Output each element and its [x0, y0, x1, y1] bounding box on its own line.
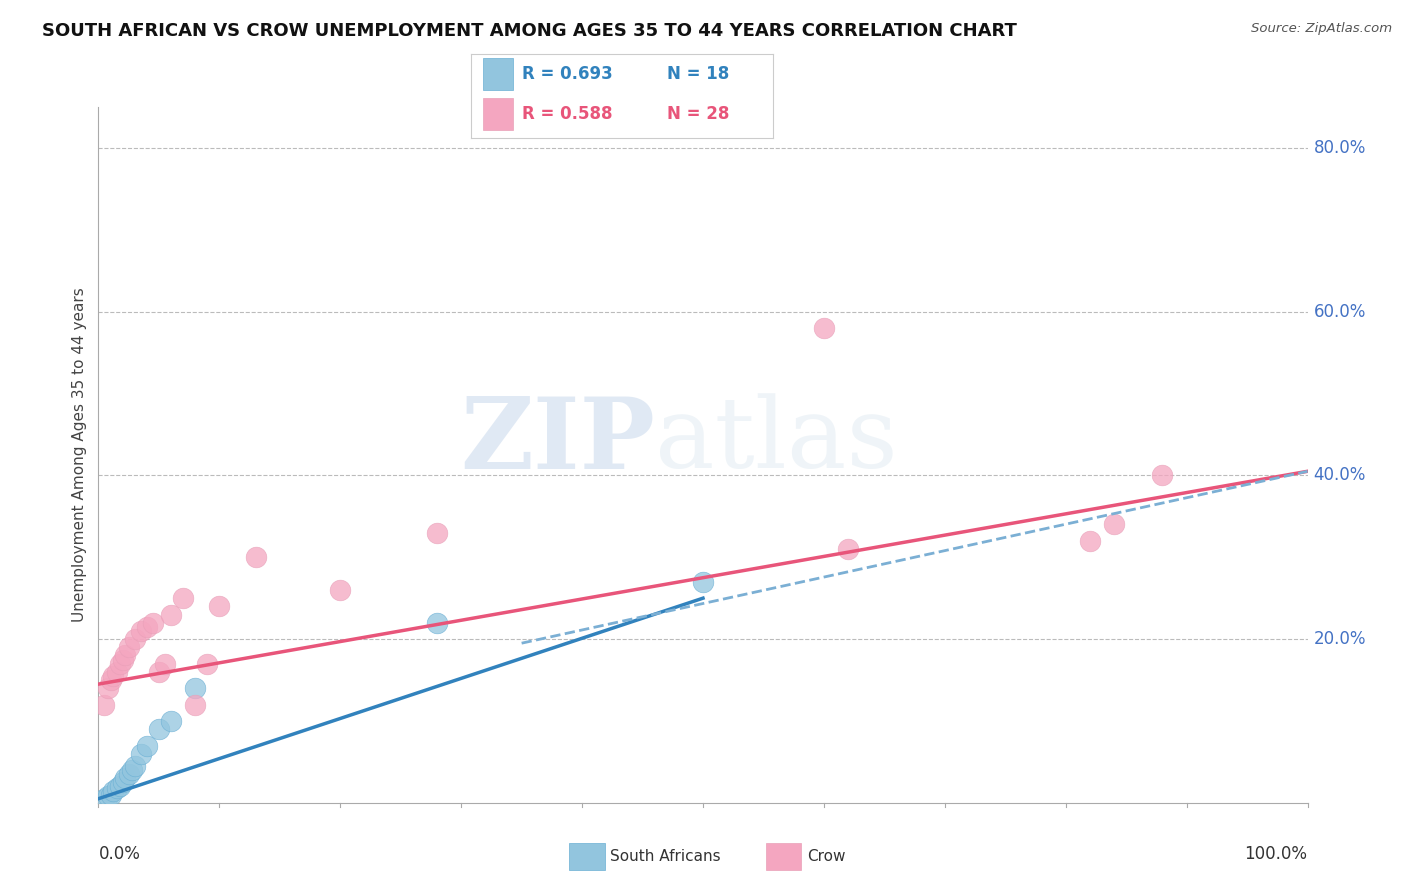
Point: [111, 652, 134, 666]
Text: Crow: Crow: [807, 849, 845, 863]
Point: [118, 640, 141, 655]
Text: 60.0%: 60.0%: [1313, 302, 1367, 321]
Point: [184, 698, 207, 712]
Point: [813, 321, 835, 335]
Text: 0.0%: 0.0%: [98, 845, 141, 863]
Text: N = 28: N = 28: [668, 104, 730, 123]
Point: [124, 632, 146, 646]
Point: [1152, 468, 1174, 483]
Text: atlas: atlas: [655, 393, 897, 489]
Point: [100, 673, 122, 687]
Point: [148, 722, 170, 736]
Point: [329, 582, 352, 597]
Point: [101, 783, 124, 797]
Point: [692, 574, 714, 589]
Point: [97, 681, 120, 696]
Point: [172, 591, 194, 606]
Text: ZIP: ZIP: [460, 392, 655, 490]
Text: R = 0.693: R = 0.693: [523, 65, 613, 83]
Point: [142, 615, 165, 630]
Point: [184, 681, 207, 696]
Point: [426, 525, 449, 540]
Text: South Africans: South Africans: [610, 849, 721, 863]
Point: [121, 763, 143, 777]
Point: [135, 739, 157, 753]
Text: 100.0%: 100.0%: [1244, 845, 1308, 863]
Text: 80.0%: 80.0%: [1313, 139, 1367, 157]
Point: [129, 747, 152, 761]
Point: [837, 542, 859, 557]
Point: [118, 767, 141, 781]
Point: [195, 657, 218, 671]
FancyBboxPatch shape: [484, 58, 513, 90]
Point: [93, 791, 115, 805]
Point: [129, 624, 152, 638]
Point: [245, 550, 267, 565]
Point: [114, 648, 136, 663]
Point: [101, 669, 124, 683]
FancyBboxPatch shape: [484, 97, 513, 130]
Point: [105, 780, 128, 795]
Point: [100, 788, 122, 802]
Y-axis label: Unemployment Among Ages 35 to 44 years: Unemployment Among Ages 35 to 44 years: [72, 287, 87, 623]
Point: [135, 620, 157, 634]
Text: 40.0%: 40.0%: [1313, 467, 1367, 484]
Text: 20.0%: 20.0%: [1313, 630, 1367, 648]
Point: [108, 657, 131, 671]
Point: [124, 759, 146, 773]
Point: [97, 789, 120, 804]
Point: [114, 771, 136, 785]
Point: [111, 775, 134, 789]
Text: SOUTH AFRICAN VS CROW UNEMPLOYMENT AMONG AGES 35 TO 44 YEARS CORRELATION CHART: SOUTH AFRICAN VS CROW UNEMPLOYMENT AMONG…: [42, 22, 1017, 40]
Point: [426, 615, 449, 630]
Text: Source: ZipAtlas.com: Source: ZipAtlas.com: [1251, 22, 1392, 36]
Point: [160, 714, 183, 728]
Point: [153, 657, 176, 671]
Point: [148, 665, 170, 679]
Point: [93, 698, 115, 712]
Point: [105, 665, 128, 679]
Point: [208, 599, 231, 614]
Text: R = 0.588: R = 0.588: [523, 104, 613, 123]
Text: N = 18: N = 18: [668, 65, 730, 83]
Point: [160, 607, 183, 622]
Point: [1078, 533, 1101, 548]
Point: [108, 780, 131, 794]
Point: [1102, 517, 1125, 532]
